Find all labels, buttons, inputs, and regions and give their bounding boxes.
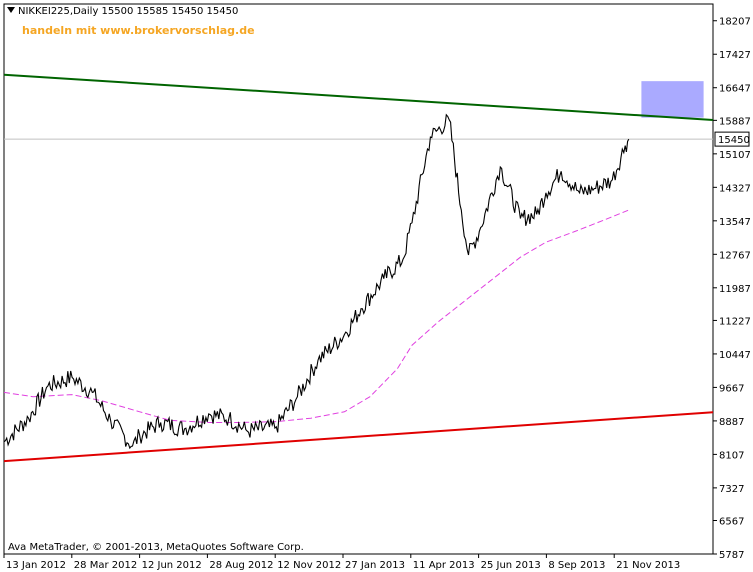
y-tick-label: 9667 <box>719 383 744 394</box>
x-tick-label: 27 Jan 2013 <box>345 560 405 571</box>
x-tick-label: 13 Jan 2012 <box>6 560 66 571</box>
upper-trendline <box>3 73 714 121</box>
y-tick-label: 11227 <box>719 316 751 327</box>
y-tick-label: 15887 <box>719 116 751 127</box>
y-tick-label: 7327 <box>719 484 744 495</box>
y-tick-label: 10447 <box>719 350 751 361</box>
moving-average-layer <box>3 209 629 423</box>
y-tick-label: 11987 <box>719 284 751 295</box>
y-tick-label: 12767 <box>719 250 751 261</box>
x-tick-label: 25 Jun 2013 <box>481 560 541 571</box>
y-axis: 18207 17427 16647 15887 15107 14327 13547 12767… <box>713 17 751 561</box>
x-tick-label: 12 Jun 2012 <box>142 560 202 571</box>
y-tick-label: 8107 <box>719 450 744 461</box>
x-tick-label: 8 Sep 2013 <box>548 560 605 571</box>
x-tick-label: 28 Aug 2012 <box>209 560 273 571</box>
price-layer <box>3 113 630 450</box>
price-tag-label: 15450 <box>718 135 750 146</box>
price-tag: 15450 <box>714 131 750 147</box>
y-tick-label: 15107 <box>719 150 751 161</box>
price-line <box>3 113 630 450</box>
symbol-header: NIKKEI225,Daily 15500 15585 15450 15450 <box>18 6 238 17</box>
x-tick-label: 11 Apr 2013 <box>413 560 475 571</box>
y-tick-label: 13547 <box>719 217 751 228</box>
copyright-text: Ava MetaTrader, © 2001-2013, MetaQuotes … <box>8 542 304 553</box>
y-tick-label: 5787 <box>719 550 744 561</box>
x-tick-label: 21 Nov 2013 <box>616 560 680 571</box>
plot-area <box>3 3 714 555</box>
y-tick-label: 6567 <box>719 517 744 528</box>
watermark-text: handeln mit www.brokervorschlag.de <box>22 24 255 37</box>
x-tick-label: 28 Mar 2012 <box>74 560 137 571</box>
price-tag-box <box>714 131 750 147</box>
x-axis: 13 Jan 2012 28 Mar 2012 12 Jun 2012 28 Aug … <box>3 554 680 571</box>
y-tick-label: 8887 <box>719 417 744 428</box>
y-tick-label: 17427 <box>719 50 751 61</box>
x-tick-label: 12 Nov 2012 <box>277 560 341 571</box>
trendline-layer <box>3 73 714 463</box>
y-tick-label: 18207 <box>719 17 751 28</box>
target-zone <box>641 81 704 118</box>
lower-trendline <box>3 411 714 463</box>
dropdown-triangle-icon[interactable] <box>7 7 15 13</box>
moving-average-line <box>3 209 629 423</box>
target-zone-layer <box>641 81 704 118</box>
y-tick-label: 14327 <box>719 183 751 194</box>
y-tick-label: 16647 <box>719 84 751 95</box>
